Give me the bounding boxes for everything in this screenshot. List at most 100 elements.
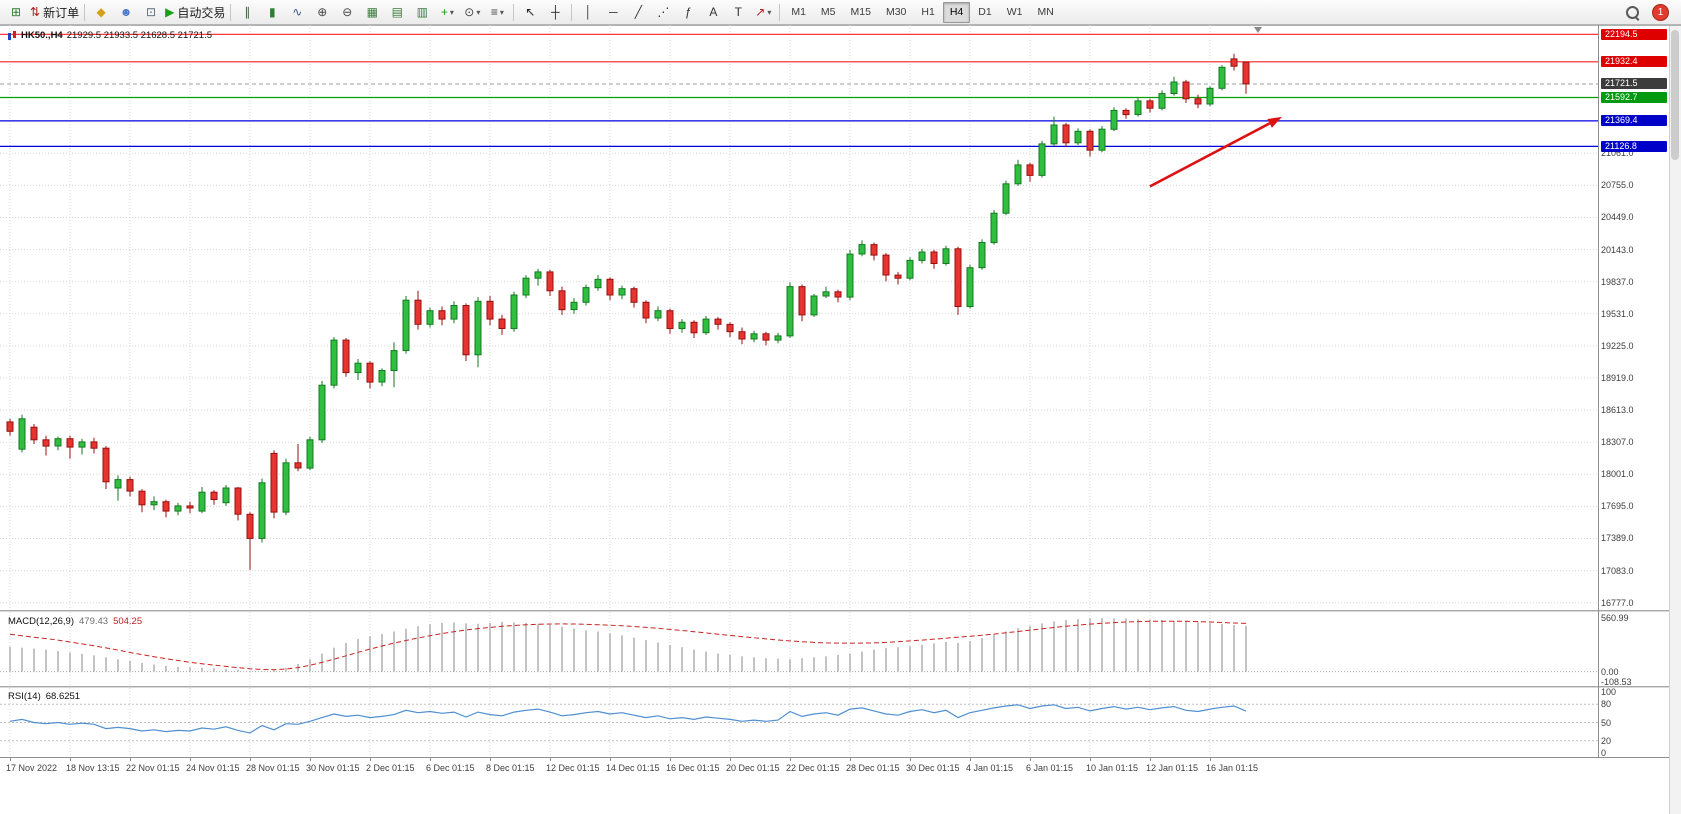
- candle: [570, 301, 578, 311]
- chart-properties-button[interactable]: ≡ ▾: [485, 1, 509, 23]
- candle: [162, 501, 170, 512]
- arrows-icon: ↗: [755, 5, 766, 19]
- timeframe-m1-button[interactable]: M1: [791, 6, 806, 18]
- tile-windows-button[interactable]: ▦: [360, 1, 384, 23]
- candle: [618, 288, 626, 296]
- candle: [894, 274, 902, 279]
- timeframe-m15-button[interactable]: M15: [850, 6, 871, 18]
- search-button[interactable]: [1620, 1, 1644, 23]
- price-line-label: 21721.5: [1601, 78, 1667, 89]
- zoom-out-button[interactable]: ⊖: [335, 1, 359, 23]
- time-label: 10 Jan 01:15: [1086, 763, 1139, 773]
- axis-grid-label: 20449.0: [1601, 212, 1634, 222]
- candle: [666, 310, 674, 330]
- candle: [978, 242, 986, 269]
- candle: [954, 248, 962, 308]
- candle: [942, 248, 950, 265]
- main-price-chart[interactable]: [0, 25, 1598, 610]
- notification-badge[interactable]: 1: [1652, 3, 1669, 21]
- time-tick: [70, 758, 71, 761]
- candle: [702, 318, 710, 334]
- new-object-button[interactable]: + ▾: [435, 1, 459, 23]
- tile-windows-icon: ▦: [366, 5, 378, 19]
- candle: [198, 491, 206, 512]
- timeframe-m5-button[interactable]: M5: [820, 6, 836, 18]
- candle: [1170, 81, 1178, 94]
- candle: [1038, 143, 1046, 176]
- auto-trading-button[interactable]: ▶ 自动交易: [164, 1, 226, 23]
- candle: [102, 447, 110, 483]
- label-button[interactable]: T: [726, 1, 750, 23]
- timeframe-h4-button[interactable]: H4: [942, 1, 971, 23]
- text-icon: A: [709, 5, 718, 19]
- price-line-label: 21932.4: [1601, 56, 1667, 67]
- candle: [354, 362, 362, 374]
- trendline-button[interactable]: ╱: [626, 1, 650, 23]
- candle: [462, 305, 470, 356]
- candle: [1146, 100, 1154, 109]
- candle: [654, 310, 662, 319]
- time-label: 17 Nov 2022: [6, 763, 58, 773]
- candle: [606, 278, 614, 296]
- timeframe-m30-button[interactable]: M30: [885, 6, 907, 18]
- chart-properties-icon: ≡: [490, 5, 498, 19]
- macd-panel-divider[interactable]: [0, 610, 1672, 612]
- crosshair-button[interactable]: ┼: [543, 1, 567, 23]
- candle: [210, 491, 218, 501]
- timeframe-w1-button[interactable]: W1: [1006, 6, 1023, 18]
- cascade-windows-button[interactable]: ▤: [385, 1, 409, 23]
- axis-grid-label: 560.99: [1601, 613, 1629, 623]
- navigator-button[interactable]: ☻: [114, 1, 138, 23]
- candle: [1194, 98, 1202, 105]
- candle: [870, 244, 878, 256]
- rsi-panel-divider[interactable]: [0, 686, 1672, 688]
- candle: [1026, 164, 1034, 176]
- vertical-line-button[interactable]: │: [576, 1, 600, 23]
- candle: [78, 441, 86, 448]
- candle: [1062, 124, 1070, 144]
- rsi-indicator-panel[interactable]: [0, 688, 1598, 757]
- market-watch-button[interactable]: ◆: [89, 1, 113, 23]
- scrollbar-thumb[interactable]: [1671, 30, 1679, 160]
- axis-grid-label: 18919.0: [1601, 373, 1634, 383]
- candle: [498, 318, 506, 330]
- time-label: 6 Dec 01:15: [426, 763, 475, 773]
- clock-button[interactable]: ⊙ ▾: [460, 1, 484, 23]
- time-tick: [970, 758, 971, 761]
- candle: [282, 462, 290, 513]
- time-label: 30 Dec 01:15: [906, 763, 960, 773]
- terminal-button[interactable]: ⊡: [139, 1, 163, 23]
- fibonacci-button[interactable]: ƒ: [676, 1, 700, 23]
- text-button[interactable]: A: [701, 1, 725, 23]
- line-chart-button[interactable]: ∿: [285, 1, 309, 23]
- time-tick: [670, 758, 671, 761]
- candle: [558, 290, 566, 311]
- horizontal-line-button[interactable]: ─: [601, 1, 625, 23]
- timeframe-h1-button[interactable]: H1: [921, 6, 935, 18]
- new-chart-button[interactable]: ⊞: [4, 1, 28, 23]
- time-tick: [190, 758, 191, 761]
- arrange-windows-button[interactable]: ▥: [410, 1, 434, 23]
- cursor-button[interactable]: ↖: [518, 1, 542, 23]
- time-label: 2 Dec 01:15: [366, 763, 415, 773]
- time-tick: [1090, 758, 1091, 761]
- time-axis[interactable]: 17 Nov 2022 18 Nov 13:15 22 Nov 01:15 24 No…: [0, 757, 1672, 778]
- candle: [534, 271, 542, 279]
- price-line-label: 21126.8: [1601, 141, 1667, 152]
- candlestick-chart-button[interactable]: ▮: [260, 1, 284, 23]
- time-tick: [1210, 758, 1211, 761]
- vertical-scrollbar[interactable]: [1669, 26, 1681, 814]
- candle: [18, 418, 26, 450]
- axis-grid-label: 0.00: [1601, 667, 1619, 677]
- time-tick: [130, 758, 131, 761]
- bar-chart-button[interactable]: ∥: [235, 1, 259, 23]
- macd-indicator-panel[interactable]: [0, 612, 1598, 686]
- candle: [390, 350, 398, 372]
- channel-button[interactable]: ⋰: [651, 1, 675, 23]
- timeframe-mn-button[interactable]: MN: [1037, 6, 1054, 18]
- candle: [1182, 81, 1190, 100]
- arrows-button[interactable]: ↗ ▾: [751, 1, 775, 23]
- timeframe-d1-button[interactable]: D1: [978, 6, 992, 18]
- new-order-button[interactable]: ⇅ 新订单: [29, 1, 80, 23]
- zoom-in-button[interactable]: ⊕: [310, 1, 334, 23]
